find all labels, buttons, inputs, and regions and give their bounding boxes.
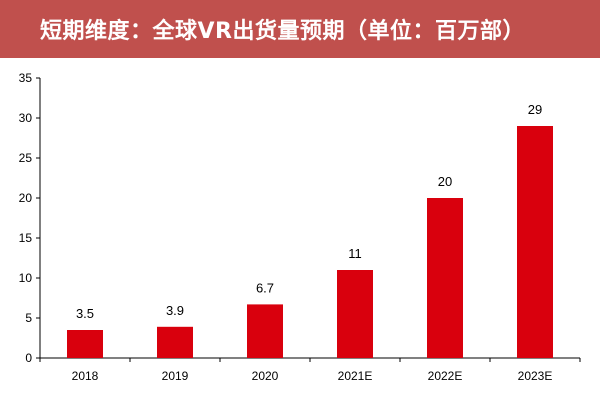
x-tick-label: 2020: [252, 369, 279, 383]
bar-2020: [247, 304, 283, 358]
y-tick-label: 20: [19, 191, 33, 205]
y-axis: 0 5 10 15 20 25 30 35: [19, 71, 41, 365]
y-tick-label: 35: [19, 71, 33, 85]
x-axis: 2018 2019 2020 2021E 2022E 2023E: [39, 357, 581, 383]
x-tick-label: 2018: [72, 369, 99, 383]
x-tick-label: 2019: [162, 369, 189, 383]
bars: [67, 126, 553, 358]
data-label-2023e: 29: [528, 102, 542, 117]
data-label-2018: 3.5: [76, 306, 94, 321]
data-label-2022e: 20: [438, 174, 452, 189]
y-tick-label: 10: [19, 271, 33, 285]
chart-title: 短期维度：全球VR出货量预期（单位：百万部）: [40, 19, 525, 44]
bar-2023e: [517, 126, 553, 358]
y-tick-label: 30: [19, 111, 33, 125]
x-tick-label: 2022E: [428, 369, 463, 383]
data-label-2021e: 11: [348, 246, 362, 261]
bar-2022e: [427, 198, 463, 358]
data-labels: 3.5 3.9 6.7 11 20 29: [76, 102, 542, 321]
y-tick-label: 5: [25, 311, 32, 325]
title-bar: 短期维度：全球VR出货量预期（单位：百万部）: [0, 0, 600, 58]
bar-2019: [157, 326, 193, 358]
y-tick-label: 0: [25, 351, 32, 365]
y-tick-label: 15: [19, 231, 33, 245]
y-tick-label: 25: [19, 151, 33, 165]
bar-2018: [67, 330, 103, 358]
x-tick-label: 2023E: [518, 369, 553, 383]
data-label-2019: 3.9: [166, 303, 184, 318]
data-label-2020: 6.7: [256, 280, 274, 295]
bar-2021e: [337, 270, 373, 358]
x-tick-label: 2021E: [338, 369, 373, 383]
